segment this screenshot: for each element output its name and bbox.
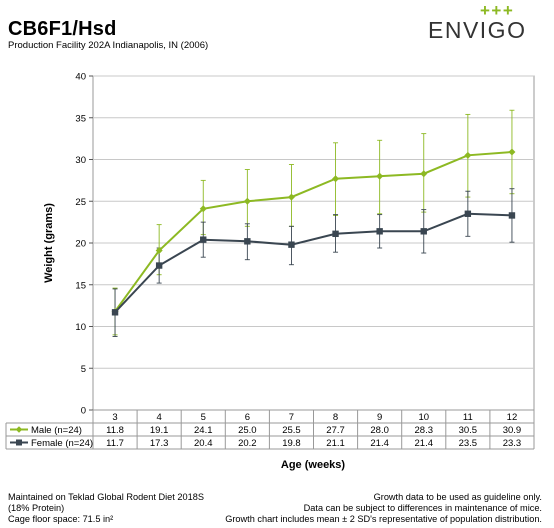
x-tick-label: 8 <box>333 412 338 423</box>
male-table-value: 28.0 <box>370 425 389 436</box>
male-data-point <box>376 172 384 180</box>
male-legend-label: Male (n=24) <box>31 425 82 436</box>
growth-chart: 0 5 10 15 20 25 30 35 40 3 4 5 6 7 8 9 10 11 12 Male (n=24… <box>5 72 535 471</box>
female-table-value: 21.4 <box>370 438 389 449</box>
male-table-value: 30.9 <box>503 425 522 436</box>
male-table-value: 24.1 <box>194 425 213 436</box>
female-data-point <box>420 228 427 235</box>
female-table-value: 23.5 <box>459 438 478 449</box>
footer-disclaimer: Growth data to be used as guideline only… <box>225 492 542 525</box>
footer-right-line: Data can be subject to differences in ma… <box>303 503 542 513</box>
footer-right-line: Growth data to be used as guideline only… <box>373 492 542 502</box>
footer-left-line: Cage floor space: 71.5 in² <box>8 514 114 524</box>
page-subtitle: Production Facility 202A Indianapolis, I… <box>8 40 209 51</box>
chart-grid <box>92 75 535 411</box>
male-data-point <box>508 148 516 156</box>
y-tick-label: 20 <box>75 239 86 250</box>
male-legend-marker <box>15 426 23 433</box>
x-tick-label: 12 <box>507 412 518 423</box>
female-series-line <box>114 212 512 313</box>
male-table-value: 28.3 <box>415 425 434 436</box>
y-axis: 0 5 10 15 20 25 30 35 40 <box>75 72 93 417</box>
male-data-point <box>420 170 428 178</box>
female-table-value: 21.1 <box>326 438 345 449</box>
x-tick-label: 11 <box>463 412 473 423</box>
footer-right-line: Growth chart includes mean ± 2 SD's repr… <box>225 514 542 524</box>
footer-diet-note: Maintained on Teklad Global Rodent Diet … <box>8 492 204 525</box>
male-table-value: 11.8 <box>106 425 124 436</box>
y-tick-label: 15 <box>75 280 86 291</box>
y-tick-label: 30 <box>75 155 86 166</box>
logo-marks: +++ <box>480 1 514 20</box>
female-data-point <box>155 262 163 269</box>
male-data-point <box>199 205 207 213</box>
female-data-point <box>200 236 207 243</box>
male-series-line <box>114 151 512 313</box>
logo-text: ENVIGO <box>428 17 526 43</box>
series-markers <box>111 148 516 316</box>
male-table-value: 25.0 <box>238 425 257 436</box>
x-tick-label: 3 <box>112 412 117 423</box>
y-tick-label: 10 <box>75 322 86 333</box>
x-tick-label: 5 <box>201 412 206 423</box>
female-table-value: 20.2 <box>238 438 257 449</box>
female-table-value: 11.7 <box>106 438 124 449</box>
male-table-value: 25.5 <box>282 425 301 436</box>
male-data-point <box>287 193 295 201</box>
data-table: 3 4 5 6 7 8 9 10 11 12 Male (n=24) 11.8 19.1 24.1 25.0… <box>5 409 535 450</box>
male-data-point <box>243 197 251 205</box>
female-data-point <box>288 241 295 248</box>
female-legend-marker <box>16 439 22 446</box>
page-title: CB6F1/Hsd <box>8 18 117 40</box>
female-data-point <box>508 212 516 219</box>
female-data-point <box>464 210 472 217</box>
footer-left-line: Maintained on Teklad Global Rodent Diet … <box>8 492 204 502</box>
male-data-point <box>464 151 472 159</box>
x-axis-label: Age (weeks) <box>281 459 346 471</box>
x-tick-label: 4 <box>157 412 162 423</box>
female-data-point <box>111 309 119 316</box>
y-tick-label: 5 <box>81 364 86 375</box>
female-data-point <box>244 238 251 245</box>
series-lines <box>114 151 512 313</box>
y-tick-label: 0 <box>81 406 86 417</box>
male-data-point <box>332 175 340 183</box>
female-table-value: 23.3 <box>503 438 522 449</box>
female-table-value: 20.4 <box>194 438 213 449</box>
female-data-point <box>332 230 339 238</box>
male-table-value: 19.1 <box>150 425 169 436</box>
female-legend-label: Female (n=24) <box>31 438 93 449</box>
footer-left-line: (18% Protein) <box>8 503 65 513</box>
x-tick-label: 10 <box>418 412 429 423</box>
male-table-value: 27.7 <box>326 425 345 436</box>
x-tick-label: 6 <box>245 412 250 423</box>
x-tick-label: 7 <box>289 412 294 423</box>
error-bars <box>112 109 515 337</box>
y-tick-label: 25 <box>75 197 86 208</box>
female-data-point <box>376 228 383 235</box>
female-table-value: 19.8 <box>282 438 301 449</box>
male-data-point <box>155 247 163 255</box>
x-tick-label: 9 <box>377 412 382 423</box>
female-table-value: 21.4 <box>415 438 434 449</box>
male-table-value: 30.5 <box>459 425 478 436</box>
y-tick-label: 40 <box>75 72 86 83</box>
female-table-value: 17.3 <box>150 438 169 449</box>
y-axis-label: Weight (grams) <box>43 203 55 283</box>
y-tick-label: 35 <box>75 113 86 124</box>
